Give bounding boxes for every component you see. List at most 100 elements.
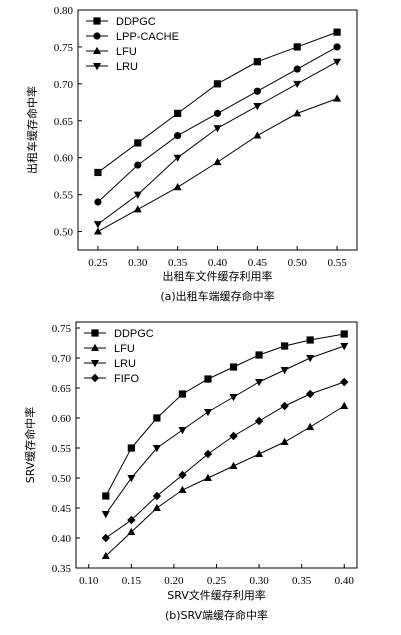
data-point <box>253 131 262 139</box>
series-line <box>105 381 345 539</box>
y-tick-label: 0.70 <box>52 353 72 365</box>
figure-caption: (b)SRV端缓存命中率 <box>165 608 268 622</box>
data-point <box>280 367 289 375</box>
data-point <box>133 205 142 213</box>
chart-a: 0.50 0.55 0.60 0.65 0.70 0.75 0.80 0.25 0.30 0.35… <box>25 5 358 303</box>
data-point <box>94 198 102 206</box>
x-tick-label: 0.50 <box>288 257 308 269</box>
y-tick-label: 0.50 <box>52 473 72 485</box>
data-point <box>293 80 302 89</box>
legend-marker <box>93 17 101 25</box>
data-point <box>280 437 289 445</box>
series-ddpgc <box>94 28 341 177</box>
x-tick-label: 0.35 <box>292 575 312 587</box>
data-point <box>127 475 136 483</box>
data-point <box>340 377 349 387</box>
data-point <box>101 511 110 519</box>
y-tick-label: 0.65 <box>54 116 74 128</box>
data-point <box>255 449 264 457</box>
x-tick-label: 0.45 <box>248 257 268 269</box>
y-tick-label: 0.70 <box>54 79 74 91</box>
figure-caption: (a)出租车端缓存命中率 <box>160 289 274 303</box>
series-lpp-cache <box>94 43 341 206</box>
series-fifo <box>101 377 349 543</box>
x-axis-title: SRV文件缓存利用率 <box>167 588 266 602</box>
x-tick-label: 0.40 <box>335 575 355 587</box>
data-point <box>173 154 182 162</box>
x-tick-label: 0.30 <box>128 257 148 269</box>
data-point <box>178 470 187 480</box>
series-ddpgc <box>102 330 348 500</box>
data-point <box>152 503 161 511</box>
y-tick-label: 0.35 <box>52 563 72 575</box>
data-point <box>229 363 238 371</box>
x-tick-label: 0.25 <box>207 575 227 587</box>
legend-marker <box>90 373 100 383</box>
data-point <box>306 422 315 430</box>
data-point <box>178 485 187 493</box>
legend-marker <box>93 63 101 71</box>
data-point <box>293 43 301 51</box>
legend-label: FIFO <box>114 373 139 385</box>
data-point <box>254 416 264 426</box>
data-point <box>253 103 262 111</box>
data-point <box>253 58 261 66</box>
x-tick-label: 0.10 <box>79 575 99 587</box>
data-point <box>174 131 182 140</box>
data-point <box>306 355 315 363</box>
data-point <box>152 445 161 453</box>
legend-marker <box>91 329 99 337</box>
data-point <box>213 157 222 166</box>
data-point <box>203 409 212 417</box>
data-point <box>253 87 261 95</box>
series-line <box>105 345 345 515</box>
y-tick-label: 0.60 <box>52 413 72 425</box>
data-point <box>101 551 110 559</box>
legend-label: LFU <box>116 46 137 58</box>
series-lru <box>101 343 349 519</box>
data-point <box>213 109 222 117</box>
y-tick-label: 0.75 <box>52 323 72 335</box>
legend-label: DDPGC <box>114 328 154 340</box>
legend-marker <box>93 32 101 40</box>
legend-marker <box>91 343 99 351</box>
x-tick-label: 0.35 <box>168 257 188 269</box>
data-point <box>333 94 342 102</box>
x-tick-label: 0.40 <box>208 257 228 269</box>
data-point <box>153 414 161 422</box>
y-tick-label: 0.60 <box>54 153 74 165</box>
data-point <box>102 492 110 500</box>
y-tick-label: 0.75 <box>54 42 74 54</box>
x-tick-label: 0.30 <box>249 575 269 587</box>
data-point <box>152 491 162 501</box>
y-tick-label: 0.55 <box>52 443 72 455</box>
data-point <box>174 109 182 117</box>
legend-label: LPP-CACHE <box>116 31 179 43</box>
legend: DDPGC LFU LRU FIFO <box>84 328 154 385</box>
y-tick-label: 0.50 <box>54 227 74 239</box>
y-axis-title: SRV缓存命中率 <box>23 407 37 484</box>
series-line <box>105 333 345 497</box>
data-point <box>101 533 111 543</box>
series-line <box>105 405 345 557</box>
data-point <box>333 43 341 51</box>
legend-label: LFU <box>114 343 135 355</box>
y-tick-label: 0.65 <box>52 383 72 395</box>
legend-marker <box>93 46 101 54</box>
data-point <box>281 342 289 350</box>
data-point <box>229 394 238 402</box>
data-point <box>340 343 349 351</box>
series-lfu <box>101 401 349 559</box>
data-point <box>133 191 142 199</box>
data-point <box>203 473 212 481</box>
data-point <box>178 427 187 435</box>
y-tick-label: 0.80 <box>54 5 74 17</box>
y-tick-label: 0.45 <box>52 503 72 515</box>
y-axis-title: 出租车缓存命中率 <box>25 86 39 174</box>
data-point <box>255 379 264 387</box>
data-point <box>134 139 142 147</box>
x-tick-label: 0.15 <box>122 575 142 587</box>
data-point <box>178 390 187 398</box>
data-point <box>93 227 102 235</box>
